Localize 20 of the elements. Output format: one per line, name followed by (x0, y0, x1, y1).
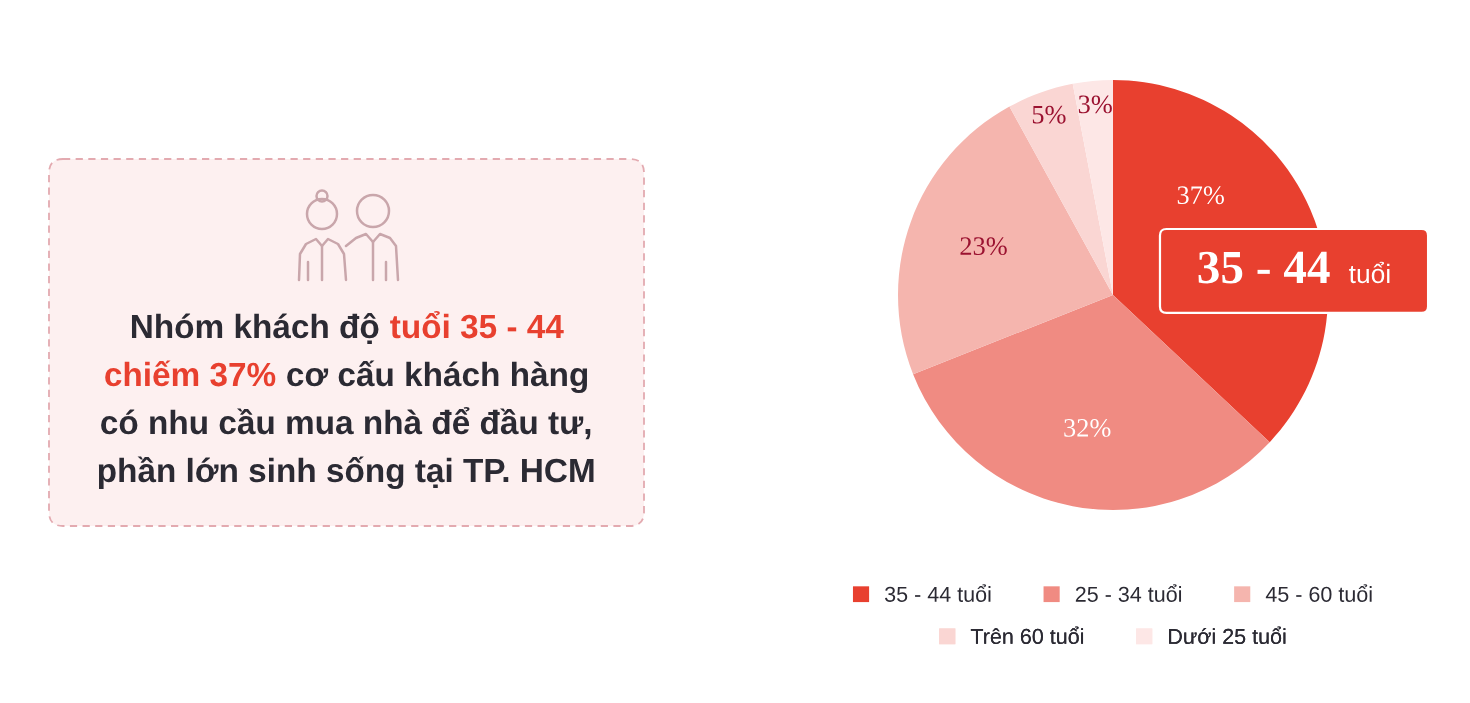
data-label: 37% (1177, 186, 1224, 205)
pie-slice (1009, 83, 1113, 295)
data-label: 32% (1064, 418, 1111, 437)
text: cơ cấu khách hàng (287, 360, 588, 394)
text: chiếm 37% (105, 360, 276, 387)
data-label: 3% (1078, 95, 1112, 114)
pie-slice (1072, 80, 1113, 295)
text: 35 - 44 tuổi (1198, 251, 1390, 284)
data-label: 5% (1032, 105, 1066, 124)
text: có nhu cầu mua nhà để đầu tư, (101, 407, 591, 440)
legend-label: 25 - 34 tuổi (1075, 584, 1182, 602)
legend-label: 35 - 44 tuổi (884, 584, 991, 602)
legend-label: 45 - 60 tuổi (1265, 584, 1372, 602)
text: phần lớn sinh sống tại TP. HCM (98, 456, 594, 490)
legend-label: Trên 60 tuổi (970, 626, 1084, 645)
text: Nhóm khách độ (131, 313, 379, 344)
pie-slice (913, 295, 1270, 510)
text: tuổi 35 - 44 (390, 311, 564, 339)
data-label: 23% (960, 237, 1007, 256)
legend-label: Dưới 25 tuổi (1169, 626, 1286, 645)
